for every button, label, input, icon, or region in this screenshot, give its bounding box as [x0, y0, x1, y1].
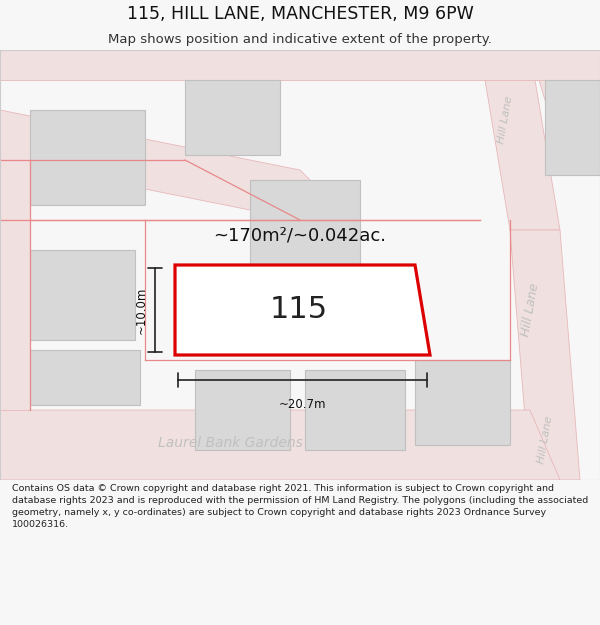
Bar — [415, 360, 510, 445]
Polygon shape — [510, 230, 580, 480]
Bar — [545, 80, 600, 175]
Polygon shape — [0, 110, 350, 220]
Text: ~10.0m: ~10.0m — [134, 286, 148, 334]
Polygon shape — [0, 50, 600, 80]
Text: 115: 115 — [269, 296, 328, 324]
Text: Laurel Bank Gardens: Laurel Bank Gardens — [158, 436, 302, 450]
Text: Map shows position and indicative extent of the property.: Map shows position and indicative extent… — [108, 32, 492, 46]
Bar — [30, 110, 145, 205]
Bar — [30, 250, 135, 340]
Polygon shape — [0, 410, 560, 480]
Bar — [185, 80, 280, 155]
Polygon shape — [175, 265, 430, 355]
Polygon shape — [0, 160, 30, 410]
Text: Hill Lane: Hill Lane — [536, 416, 554, 464]
Text: ~20.7m: ~20.7m — [279, 398, 326, 411]
Text: Hill Lane: Hill Lane — [519, 282, 541, 338]
Polygon shape — [480, 50, 560, 230]
Text: ~170m²/~0.042ac.: ~170m²/~0.042ac. — [214, 227, 386, 245]
Bar — [30, 350, 140, 405]
Bar — [305, 370, 405, 450]
Bar — [250, 180, 360, 275]
Polygon shape — [480, 50, 600, 150]
Text: Contains OS data © Crown copyright and database right 2021. This information is : Contains OS data © Crown copyright and d… — [12, 484, 588, 529]
Text: 115, HILL LANE, MANCHESTER, M9 6PW: 115, HILL LANE, MANCHESTER, M9 6PW — [127, 5, 473, 23]
Text: Hill Lane: Hill Lane — [496, 96, 514, 144]
Bar — [195, 370, 290, 450]
